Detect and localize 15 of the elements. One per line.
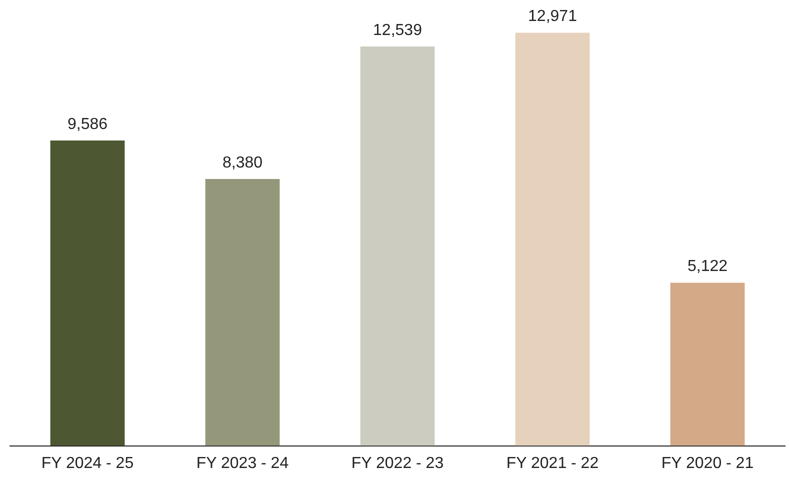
- bar: [205, 178, 280, 446]
- x-tick-label: FY 2023 - 24: [196, 454, 289, 472]
- x-tick-label: FY 2021 - 22: [506, 454, 599, 472]
- bar: [360, 46, 435, 446]
- x-tick-label: FY 2022 - 23: [351, 454, 444, 472]
- x-tick-label: FY 2020 - 21: [661, 454, 754, 472]
- data-label: 12,971: [528, 8, 578, 26]
- bar: [50, 140, 125, 446]
- bar: [670, 282, 745, 446]
- data-label: 12,539: [373, 22, 422, 39]
- data-label: 9,586: [67, 116, 108, 133]
- data-label: 8,380: [222, 154, 263, 172]
- x-tick-label: FY 2024 - 25: [41, 454, 134, 472]
- bar: [515, 32, 590, 446]
- data-label: 5,122: [687, 258, 728, 276]
